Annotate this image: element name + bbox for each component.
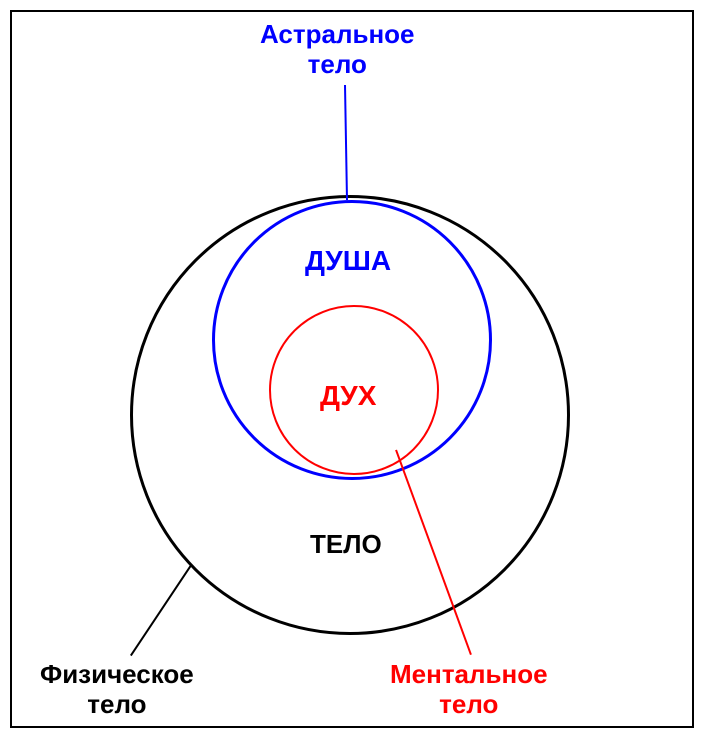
astral-body-label: Астральное тело — [260, 20, 415, 80]
middle-circle-label: ДУША — [305, 245, 391, 277]
outer-circle-label: ТЕЛО — [310, 530, 382, 560]
mental-body-label: Ментальное тело — [390, 660, 548, 720]
physical-body-label: Физическое тело — [40, 660, 194, 720]
inner-circle-label: ДУХ — [320, 380, 376, 412]
